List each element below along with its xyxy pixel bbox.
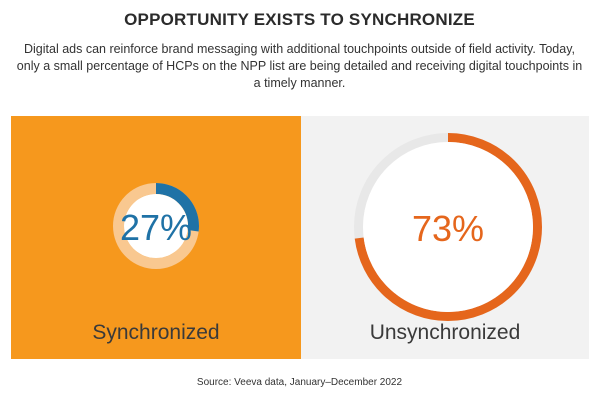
page-subtitle: Digital ads can reinforce brand messagin…: [16, 42, 583, 90]
synchronized-label: Synchronized: [92, 321, 220, 344]
synchronized-inner: [124, 194, 188, 258]
unsynchronized-donut-chart: 73%: [301, 116, 589, 359]
synchronized-value-label: 27%: [120, 207, 192, 248]
unsynchronized-arc: [354, 133, 542, 321]
unsynchronized-panel: 73% Unsynchronized: [301, 116, 589, 359]
source-note: Source: Veeva data, January–December 202…: [196, 377, 403, 388]
unsynchronized-inner: [363, 142, 533, 312]
unsynchronized-label: Unsynchronized: [369, 321, 521, 344]
unsynchronized-value-label: 73%: [412, 208, 484, 249]
synchronized-arc: [113, 183, 199, 269]
synchronized-donut-chart: 27%: [11, 116, 301, 359]
page-title: OPPORTUNITY EXISTS TO SYNCHRONIZE: [124, 10, 475, 29]
synchronized-panel: 27% Synchronized: [11, 116, 301, 359]
